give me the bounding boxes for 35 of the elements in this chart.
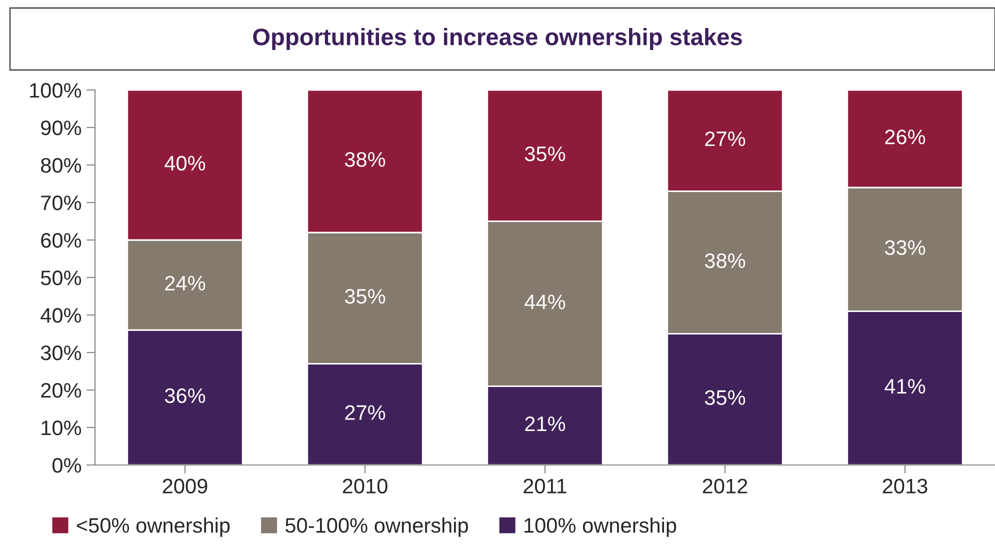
- data-label: 38%: [704, 253, 746, 268]
- data-label: 38%: [344, 152, 386, 167]
- data-label: 40%: [164, 156, 206, 171]
- legend-label: 100% ownership: [524, 518, 676, 537]
- legend-label: <50% ownership: [76, 518, 230, 537]
- y-tick-label: 60%: [41, 233, 82, 248]
- y-tick-label: 20%: [41, 383, 82, 398]
- data-label: 21%: [525, 416, 566, 432]
- y-tick-label: 40%: [40, 308, 82, 323]
- data-label: 35%: [524, 146, 566, 162]
- y-tick-label: 70%: [41, 196, 82, 210]
- data-label: 44%: [524, 294, 566, 310]
- y-tick-label: 10%: [42, 420, 82, 436]
- x-tick-label: 2012: [702, 478, 748, 494]
- y-tick-label: 30%: [40, 346, 82, 360]
- y-tick-label: 90%: [41, 120, 82, 136]
- x-tick-label: 2011: [524, 478, 566, 494]
- data-label: 27%: [345, 405, 386, 420]
- y-tick-label: 100%: [30, 83, 82, 98]
- y-tick-label: 50%: [40, 270, 82, 286]
- legend-label: 50-100% ownership: [286, 518, 468, 537]
- data-label: 27%: [705, 131, 746, 146]
- data-label: 24%: [165, 276, 206, 291]
- x-tick-label: 2009: [162, 478, 208, 494]
- data-label: 36%: [164, 388, 206, 404]
- data-label: 35%: [704, 390, 746, 405]
- chart-title: Opportunities to increase ownership stakes: [253, 28, 742, 50]
- x-tick-label: 2010: [342, 478, 388, 494]
- data-label: 35%: [344, 288, 386, 304]
- data-label: 41%: [884, 379, 926, 394]
- y-tick-label: 0%: [52, 458, 82, 473]
- x-tick-label: 2013: [882, 478, 928, 494]
- y-tick-label: 80%: [41, 158, 82, 173]
- data-label: 33%: [884, 240, 926, 255]
- data-label: 26%: [885, 130, 926, 144]
